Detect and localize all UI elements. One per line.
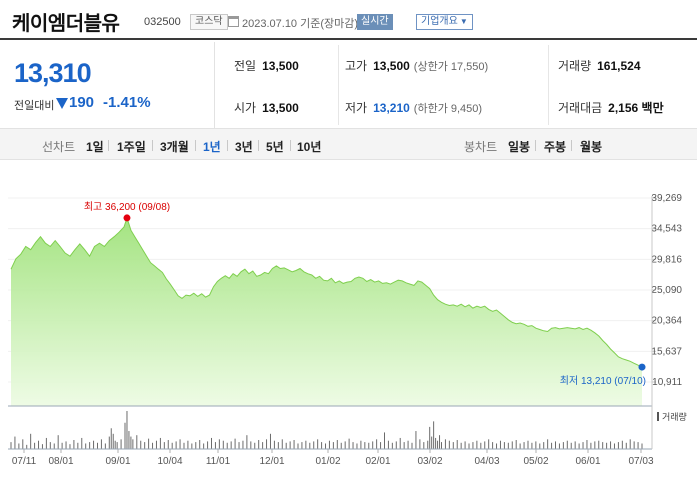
lower-limit: (하한가 9,450) — [413, 103, 483, 115]
company-info-button[interactable]: 기업개요 ▼ — [416, 14, 473, 30]
stat-prev-close: 전일 13,500 — [234, 57, 299, 74]
current-price: 13,310 — [14, 58, 92, 88]
date-info: 2023.07.10 기준(장마감) — [242, 18, 359, 30]
y-tick-label: 15,637 — [651, 346, 682, 357]
x-tick-label: 06/01 — [575, 456, 600, 467]
price-chart: 39,269 34,543 29,816 25,090 20,364 15,637 10,9… — [0, 160, 697, 480]
x-tick-label: 03/02 — [417, 456, 442, 467]
x-tick-label: 07/03 — [628, 456, 653, 467]
max-annotation: 최고 36,200 (09/08) — [84, 201, 170, 213]
tab-separator — [571, 140, 572, 151]
stats-divider — [338, 45, 339, 125]
stat-open: 시가 13,500 — [234, 99, 299, 116]
stat-value: 13,210 — [373, 101, 410, 115]
calendar-icon — [228, 16, 239, 27]
tab-10y[interactable]: 10년 — [297, 140, 322, 154]
min-annotation: 최저 13,210 (07/10) — [560, 375, 646, 387]
stat-high: 고가 13,500 (상한가 17,550) — [345, 57, 488, 74]
price-summary: 13,310 전일대비 190 -1.41% — [0, 42, 215, 128]
stock-code: 032500 — [144, 16, 181, 28]
min-point — [638, 363, 646, 371]
stat-label: 저가 — [345, 101, 368, 115]
tab-separator — [227, 140, 228, 151]
tab-3y[interactable]: 3년 — [235, 140, 253, 154]
upper-limit: (상한가 17,550) — [413, 61, 489, 73]
tab-1y[interactable]: 1년 — [203, 140, 221, 154]
x-tick-label: 11/01 — [206, 456, 231, 467]
change-percent: -1.41% — [103, 94, 151, 111]
stat-value: 2,156 백만 — [608, 101, 664, 115]
y-tick-label: 34,543 — [651, 224, 682, 235]
volume-legend-icon — [657, 412, 659, 421]
x-tick-label: 07/11 — [12, 456, 37, 467]
price-chart-svg: 39,269 34,543 29,816 25,090 20,364 15,637 10,9… — [8, 193, 687, 467]
max-point — [123, 214, 131, 222]
stock-name: 케이엠더블유 — [12, 13, 120, 35]
stock-header: 케이엠더블유 032500 코스닥 2023.07.10 기준(장마감) 실시간… — [0, 0, 697, 40]
x-tick-label: 10/04 — [157, 456, 182, 467]
down-arrow-icon — [56, 98, 68, 109]
tab-separator — [152, 140, 153, 151]
stat-amount: 거래대금 2,156 백만 — [558, 99, 664, 116]
y-tick-label: 29,816 — [651, 254, 682, 265]
change-label: 전일대비 — [14, 100, 55, 112]
stat-label: 거래대금 — [558, 101, 603, 115]
change-value: 190 — [69, 94, 95, 111]
stats-divider — [548, 45, 549, 125]
y-tick-label: 39,269 — [651, 193, 682, 204]
market-badge: 코스닥 — [190, 14, 228, 30]
x-tick-label: 09/01 — [105, 456, 130, 467]
tab-separator — [195, 140, 196, 151]
x-tick-label: 05/02 — [523, 456, 548, 467]
stat-volume: 거래량 161,524 — [558, 57, 641, 74]
y-tick-label: 25,090 — [651, 285, 682, 296]
stat-value: 13,500 — [262, 101, 299, 115]
x-tick-label: 04/03 — [474, 456, 499, 467]
x-tick-label: 01/02 — [315, 456, 340, 467]
tab-daily[interactable]: 일봉 — [508, 140, 531, 154]
realtime-button[interactable]: 실시간 — [357, 14, 393, 30]
stat-value: 13,500 — [373, 59, 410, 73]
stat-label: 시가 — [234, 101, 257, 115]
price-area — [11, 217, 642, 406]
x-tick-label: 08/01 — [48, 456, 73, 467]
line-chart-label: 선차트 — [42, 140, 76, 154]
x-tick-label: 12/01 — [259, 456, 284, 467]
chart-tabs: 선차트 1일 1주일 3개월 1년 3년 5년 10년 봉차트 일봉 주봉 월봉 — [0, 128, 697, 160]
stat-label: 전일 — [234, 59, 257, 73]
tab-weekly[interactable]: 주봉 — [544, 140, 567, 154]
stat-label: 거래량 — [558, 59, 592, 73]
tab-separator — [108, 140, 109, 151]
candle-chart-label: 봉차트 — [464, 140, 498, 154]
y-tick-label: 20,364 — [651, 316, 682, 327]
y-tick-label: 10,911 — [652, 377, 682, 388]
x-tick-label: 02/01 — [365, 456, 390, 467]
tab-5y[interactable]: 5년 — [266, 140, 284, 154]
tab-monthly[interactable]: 월봉 — [580, 140, 603, 154]
volume-label: 거래량 — [662, 411, 687, 422]
tab-separator — [258, 140, 259, 151]
chevron-down-icon: ▼ — [459, 17, 468, 26]
stat-low: 저가 13,210 (하한가 9,450) — [345, 99, 482, 116]
tab-1w[interactable]: 1주일 — [117, 140, 146, 154]
tab-3m[interactable]: 3개월 — [160, 140, 189, 154]
stat-value: 161,524 — [597, 59, 641, 73]
tab-1d[interactable]: 1일 — [86, 140, 104, 154]
stat-label: 고가 — [345, 59, 368, 73]
company-info-label: 기업개요 — [421, 16, 458, 27]
tab-separator — [535, 140, 536, 151]
price-line — [10, 216, 643, 368]
tab-separator — [290, 140, 291, 151]
stat-value: 13,500 — [262, 59, 299, 73]
